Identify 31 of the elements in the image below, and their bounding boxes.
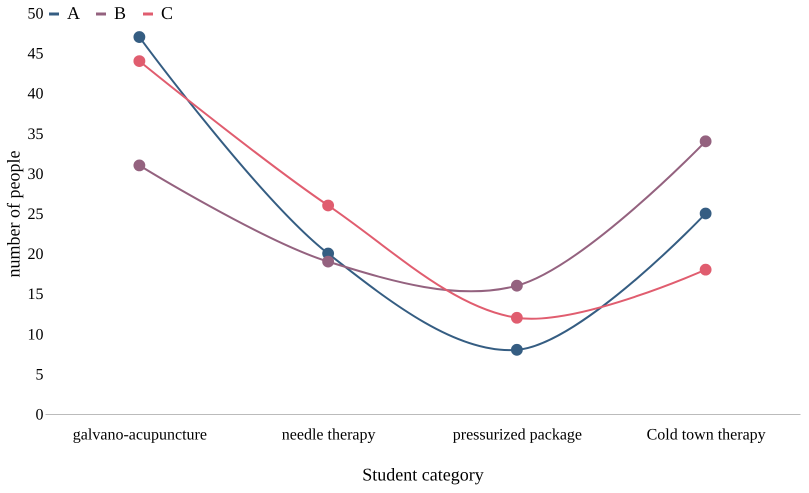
y-tick-label: 0	[36, 406, 44, 424]
point	[510, 344, 523, 356]
point	[133, 55, 146, 68]
y-axis-title: number of people	[4, 150, 24, 278]
x-tick-label: galvano-acupuncture	[72, 426, 207, 444]
point	[700, 264, 712, 276]
y-tick-label: 50	[28, 6, 44, 22]
y-tick-label: 20	[28, 246, 44, 264]
point	[700, 208, 712, 220]
legend-label: B	[114, 3, 126, 23]
point	[322, 256, 334, 268]
x-tick-label: pressurized package	[452, 426, 582, 444]
point	[322, 200, 334, 212]
legend-label: A	[67, 3, 80, 23]
y-tick-label: 45	[28, 46, 44, 63]
y-tick-label: 10	[28, 326, 44, 344]
point	[133, 159, 146, 172]
legend-label: C	[161, 3, 174, 23]
point	[510, 312, 523, 324]
x-tick-label: needle therapy	[282, 426, 376, 444]
point	[510, 280, 523, 292]
point	[133, 31, 146, 43]
y-tick-label: 40	[28, 86, 44, 103]
y-tick-label: 25	[28, 206, 44, 223]
x-tick-label: Cold town therapy	[646, 426, 766, 444]
y-tick-label: 30	[28, 166, 44, 183]
y-tick-label: 15	[28, 286, 44, 304]
x-axis-title: Student category	[362, 464, 484, 484]
y-tick-label: 35	[28, 126, 44, 143]
point	[700, 135, 712, 148]
y-tick-label: 5	[36, 366, 44, 384]
